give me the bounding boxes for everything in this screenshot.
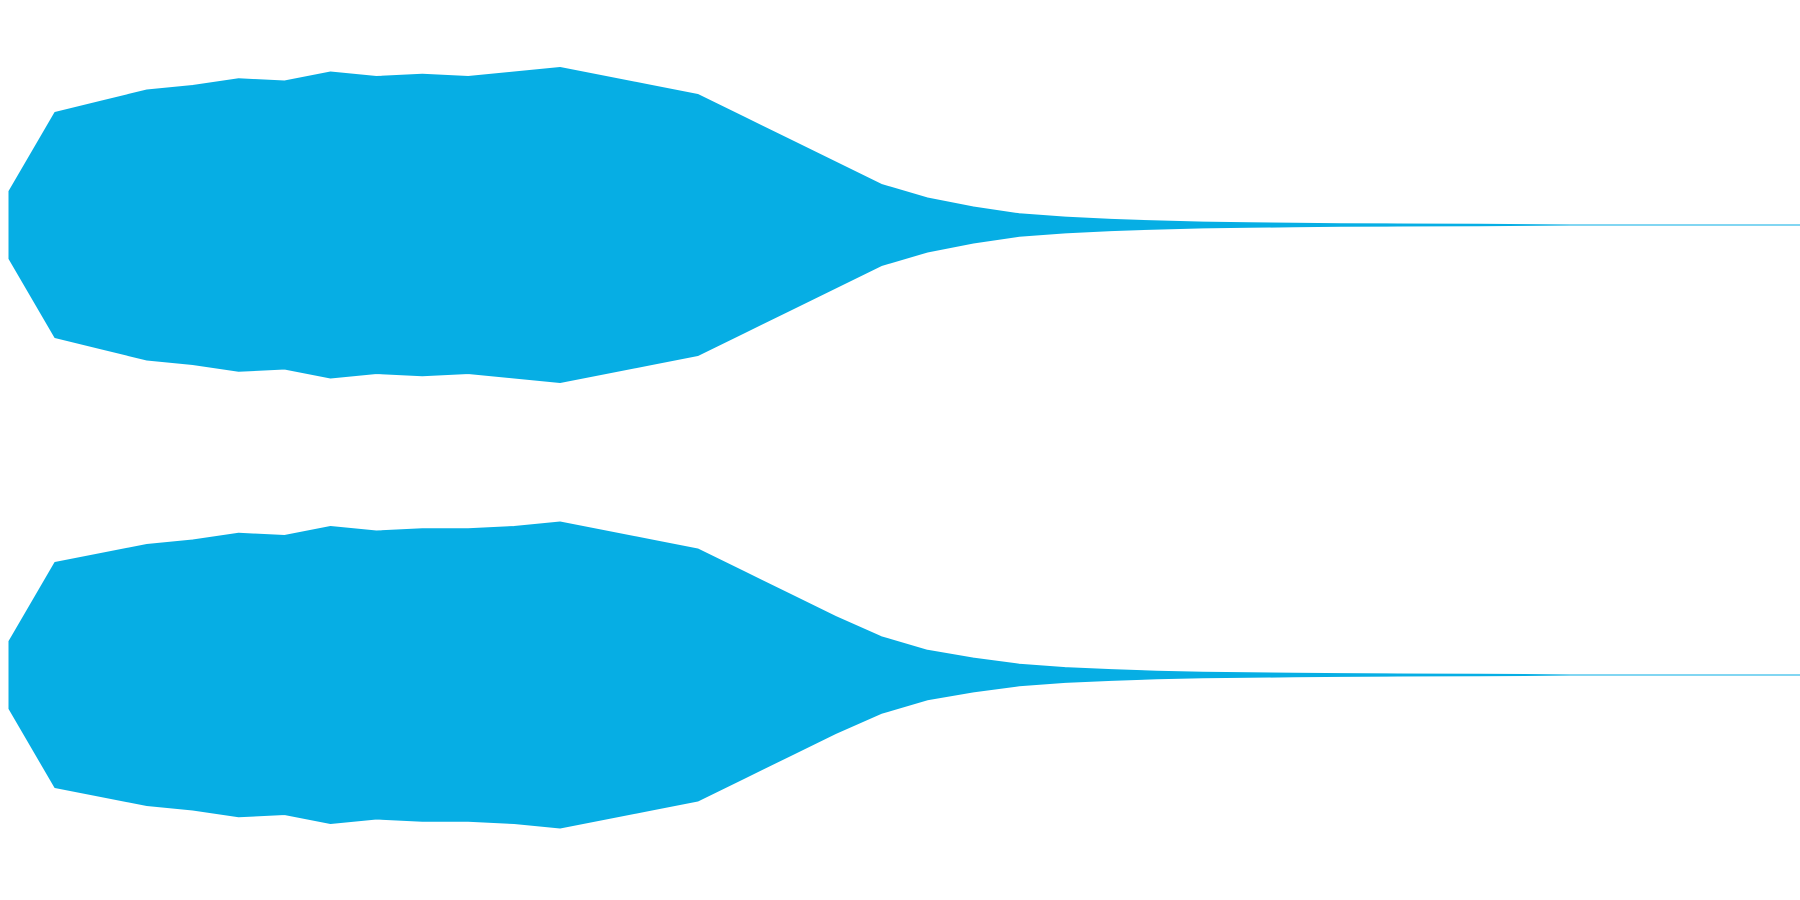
waveform-lower bbox=[8, 674, 1800, 829]
waveform-upper bbox=[8, 67, 1800, 226]
waveform-lower bbox=[8, 224, 1800, 383]
waveform-upper bbox=[8, 521, 1800, 676]
